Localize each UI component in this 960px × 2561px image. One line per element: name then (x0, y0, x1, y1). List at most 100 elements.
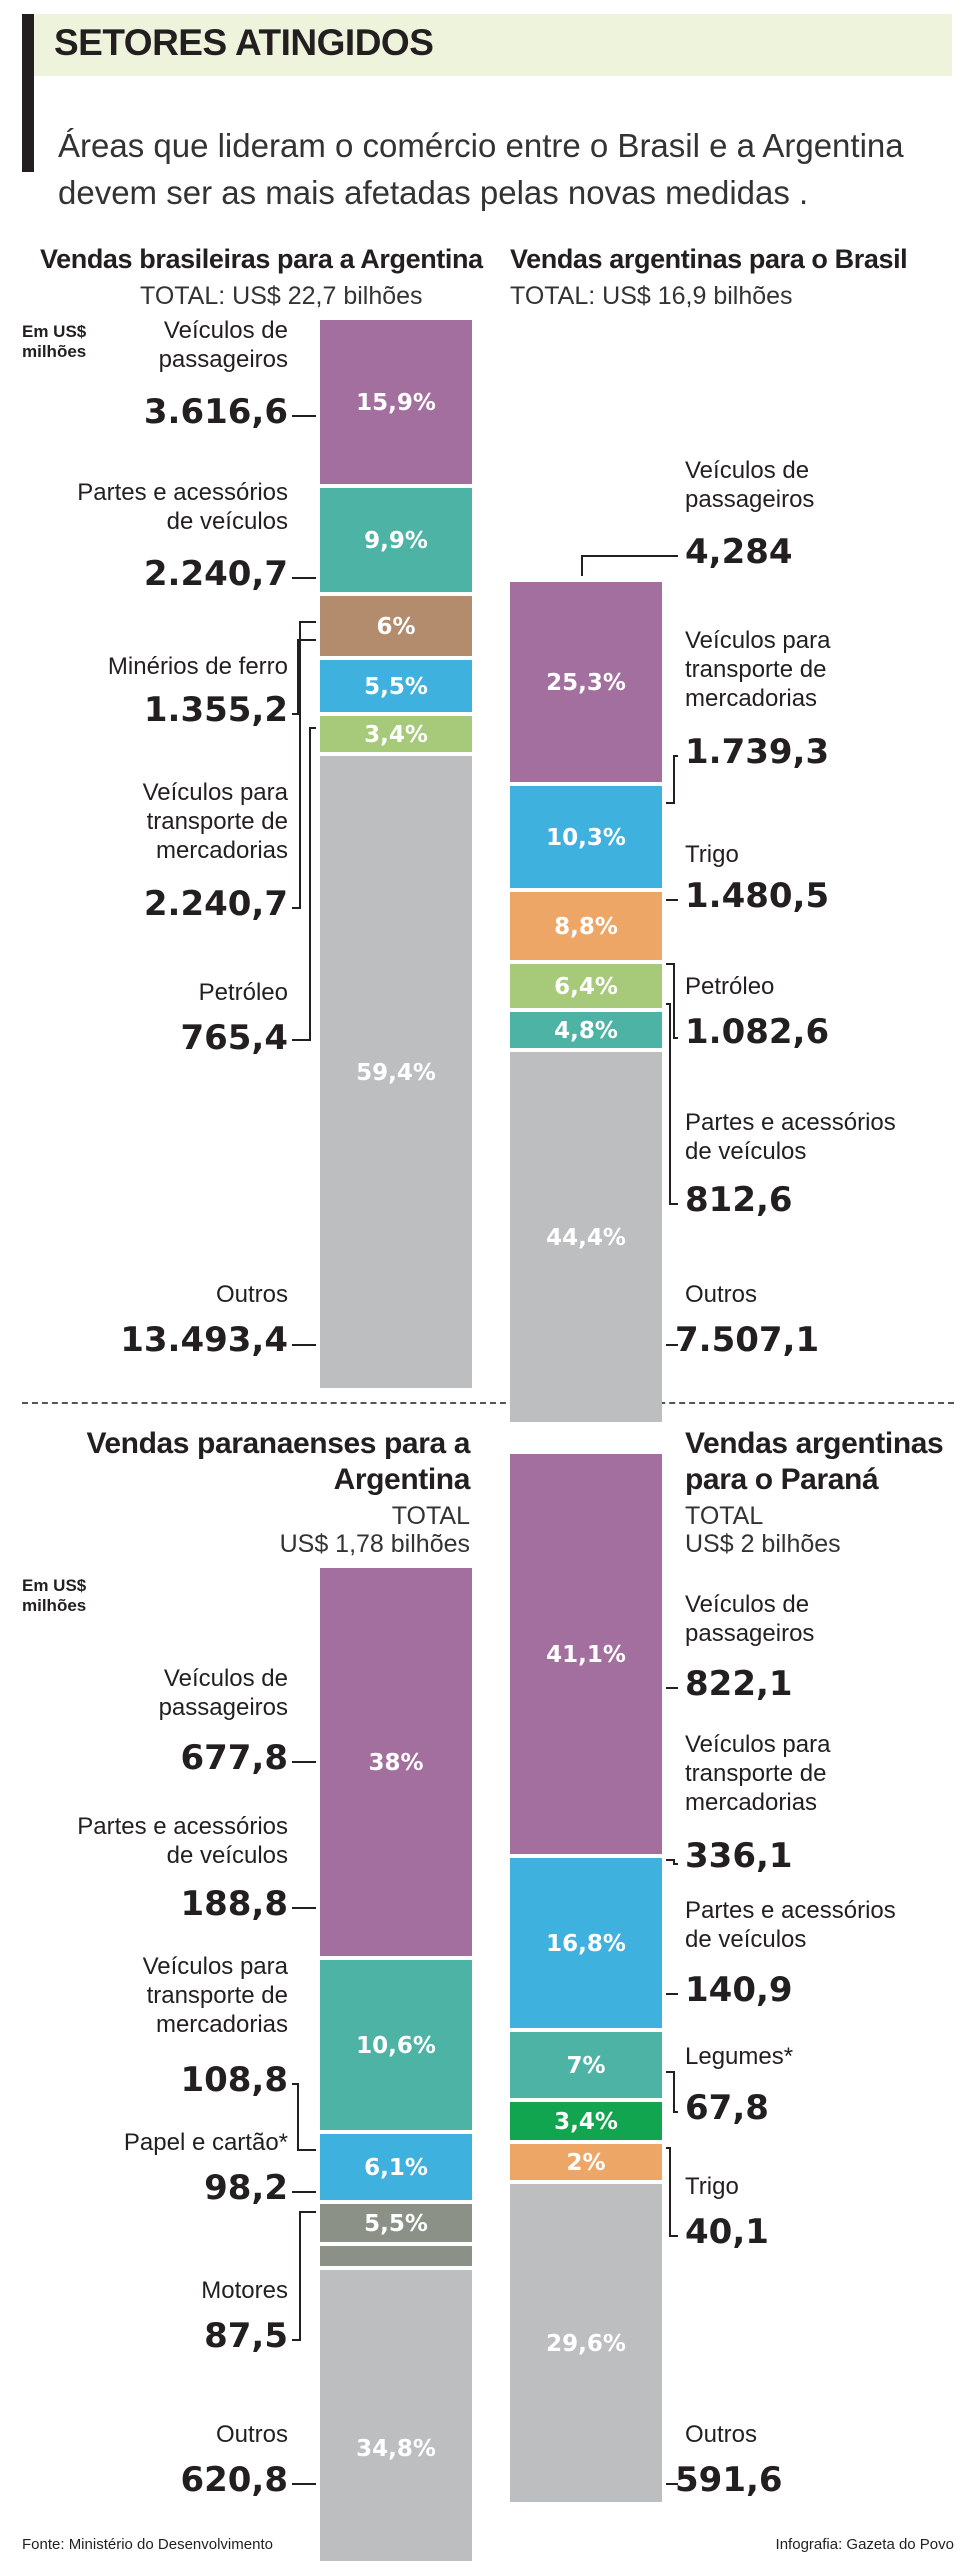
chart-1-val-4: 765,4 (180, 1018, 288, 1058)
chart-1-val-3: 1.355,2 (143, 690, 288, 730)
chart-4-val-5: 591,6 (675, 2460, 783, 2500)
chart-3-pct-2: 6,1% (364, 2155, 428, 2181)
chart-3-cat-0: Veículos de passageiros (158, 1665, 288, 1721)
chart-3-bar-5 (320, 2270, 472, 2561)
chart-4-pct-4: 2% (566, 2150, 605, 2176)
section-divider (22, 1402, 954, 1404)
chart-2-pct-5: 44,4% (546, 1225, 626, 1251)
chart-3-bar-3 (320, 2204, 472, 2242)
chart-3-val-3: 98,2 (204, 2168, 288, 2208)
chart-3-val-4: 87,5 (204, 2316, 288, 2356)
chart-2-cat-0: Veículos de passageiros (685, 457, 815, 513)
chart-1-total: TOTAL: US$ 22,7 bilhões (140, 282, 423, 310)
chart-2-val-2: 1.480,5 (685, 876, 830, 916)
chart-1-bar-1 (320, 488, 472, 592)
chart-2-cat-4: Partes e acessórios de veículos (685, 1109, 896, 1165)
chart-4-cat-2: Partes e acessórios de veículos (685, 1897, 896, 1953)
page-subtitle: Áreas que lideram o comércio entre o Bra… (58, 127, 904, 211)
chart-2-bar-5 (510, 1052, 662, 1422)
chart-2-pct-4: 4,8% (554, 1018, 618, 1044)
page-title: SETORES ATINGIDOS (54, 22, 434, 63)
chart-2-val-1: 1.739,3 (685, 732, 830, 772)
chart-1-cat-4: Petróleo (198, 979, 288, 1006)
chart-2-pct-0: 25,3% (546, 670, 626, 696)
chart-1-val-1: 2.240,7 (143, 554, 288, 594)
chart-2-bar-4 (510, 1012, 662, 1048)
chart-1-pct-4: 3,4% (364, 722, 428, 748)
chart-3-pct-3: 5,5% (364, 2211, 428, 2237)
leader-line-3 (292, 621, 316, 909)
chart-1-pct-5: 59,4% (356, 1060, 436, 1086)
chart-4-val-1: 336,1 (685, 1836, 793, 1876)
chart-3-pct-5: 34,8% (356, 2436, 436, 2462)
chart-2-title: Vendas argentinas para o Brasil (510, 244, 908, 274)
chart-1-bar-3 (320, 660, 472, 712)
chart-1-bar-4 (320, 716, 472, 752)
chart-4-bar-4 (510, 2144, 662, 2180)
leader-line-4 (292, 727, 316, 1041)
leader-line-9 (666, 963, 678, 1039)
chart-2-val-5: 7.507,1 (675, 1320, 820, 1360)
chart-2-cat-1: Veículos para transporte de mercadorias (685, 627, 831, 712)
chart-1-pct-2: 6% (376, 614, 415, 640)
chart-4-bar-3 (510, 2102, 662, 2140)
leader-line-14 (292, 2083, 316, 2151)
leader-line-6 (581, 555, 678, 576)
chart-2-val-4: 812,6 (685, 1180, 793, 1220)
chart-3-bar-1 (320, 1960, 472, 2130)
chart-1-pct-3: 5,5% (364, 674, 428, 700)
chart-1-bar-0 (320, 320, 472, 484)
chart-3-pct-0: 38% (368, 1750, 423, 1776)
chart-1-val-0: 3.616,6 (143, 392, 288, 432)
chart-1-cat-3: Minérios de ferro (107, 653, 288, 680)
chart-1-cat-1: Partes e acessórios de veículos (77, 479, 288, 535)
chart-3-cat-1: Partes e acessórios de veículos (77, 1813, 288, 1869)
chart-2-bar-3 (510, 964, 662, 1008)
chart-3-val-1: 188,8 (180, 1884, 288, 1924)
chart-1-pct-1: 9,9% (364, 528, 428, 554)
chart-3-val-5: 620,8 (180, 2460, 288, 2500)
chart-2-pct-1: 10,3% (546, 825, 626, 851)
leader-line-22 (666, 2147, 678, 2237)
chart-3-cat-5: Outros (215, 2421, 288, 2448)
chart-3-cat-3: Papel e cartão* (123, 2129, 288, 2156)
chart-4-pct-2: 7% (566, 2053, 605, 2079)
chart-4-bar-2 (510, 2032, 662, 2098)
chart-3-cat-4: Motores (201, 2277, 288, 2304)
chart-3-val-2: 108,8 (180, 2060, 288, 2100)
chart-4-cat-0: Veículos de passageiros (685, 1591, 815, 1647)
leader-line-7 (666, 755, 678, 804)
chart-1-bar-2 (320, 596, 472, 656)
chart-2-total: TOTAL: US$ 16,9 bilhões (510, 282, 793, 310)
chart-4-pct-3: 3,4% (554, 2109, 618, 2135)
chart-2-cat-5: Outros (685, 1281, 758, 1308)
credit-note: Infografia: Gazeta do Povo (775, 2536, 954, 2553)
chart-1-cat-2: Veículos para transporte de mercadorias (142, 779, 288, 864)
chart-1-pct-0: 15,9% (356, 390, 436, 416)
leader-line-2 (292, 639, 316, 715)
chart-1-cat-5: Outros (215, 1281, 288, 1308)
chart-4-cat-1: Veículos para transporte de mercadorias (685, 1731, 831, 1816)
chart-4-cat-4: Trigo (685, 2173, 739, 2200)
chart-3-bar-0 (320, 1568, 472, 1956)
chart-2-bar-1 (510, 786, 662, 888)
chart-1-bar-5 (320, 756, 472, 1388)
chart-4-cat-3: Legumes* (685, 2043, 794, 2070)
chart-3-bar-4 (320, 2246, 472, 2266)
header-bar (22, 14, 952, 76)
chart-3-bar-2 (320, 2134, 472, 2200)
chart-4-bar-5 (510, 2184, 662, 2502)
chart-4-bar-0 (510, 1454, 662, 1854)
chart-4-pct-5: 29,6% (546, 2331, 626, 2357)
chart-3-val-0: 677,8 (180, 1738, 288, 1778)
chart-1-title: Vendas brasileiras para a Argentina (40, 244, 483, 274)
chart-3-pct-1: 10,6% (356, 2033, 436, 2059)
source-note: Fonte: Ministério do Desenvolvimento (22, 2536, 273, 2553)
chart-4-pct-0: 41,1% (546, 1642, 626, 1668)
chart-3-cat-2: Veículos para transporte de mercadorias (142, 1953, 288, 2038)
chart-1-cat-0: Veículos de passageiros (158, 317, 288, 373)
chart-2-val-3: 1.082,6 (685, 1012, 830, 1052)
leader-line-10 (666, 1003, 678, 1205)
